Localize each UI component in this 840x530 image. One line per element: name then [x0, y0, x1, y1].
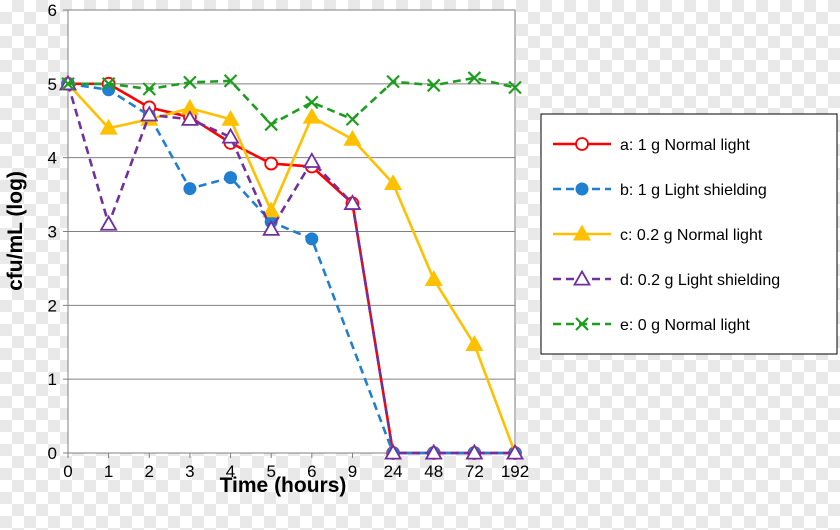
data-point [505, 443, 525, 460]
legend-items: a: 1 g Normal light b: 1 g Light shieldin… [553, 137, 780, 334]
data-point [183, 182, 197, 196]
x-tick-label: 3 [185, 462, 194, 481]
legend-item: e: 0 g Normal light [553, 317, 750, 334]
x-tick-label: 24 [384, 462, 403, 481]
legend-item: b: 1 g Light shielding [553, 182, 767, 199]
x-tick-label: 6 [307, 462, 316, 481]
x-axis-ticks: 0 1 2 3 4 5 6 9 24 48 72 192 [63, 453, 529, 481]
legend: a: 1 g Normal light b: 1 g Light shieldin… [540, 113, 838, 355]
legend-swatch-marker [575, 137, 589, 151]
legend-swatch-marker [575, 317, 589, 331]
x-tick-label: 0 [63, 462, 72, 481]
data-point [99, 118, 118, 135]
series-d [58, 74, 525, 460]
data-point [302, 107, 321, 124]
x-tick-label: 72 [465, 462, 484, 481]
data-point [264, 156, 279, 171]
y-tick-label: 5 [48, 75, 57, 94]
data-point [424, 443, 443, 460]
data-point [99, 214, 118, 231]
y-tick-label: 6 [48, 1, 57, 20]
series-line [68, 76, 516, 126]
data-point [465, 443, 484, 460]
data-point [262, 219, 281, 236]
series-e [61, 71, 522, 132]
data-point [426, 78, 441, 93]
legend-box [540, 113, 838, 355]
data-point [305, 232, 319, 246]
x-tick-label: 2 [145, 462, 154, 481]
data-point [384, 174, 403, 191]
legend-swatch-marker [572, 224, 592, 241]
series-layer [58, 71, 525, 460]
x-tick-label: 1 [104, 462, 113, 481]
legend-label: d: 0.2 g Light shielding [620, 272, 780, 289]
y-tick-label: 3 [48, 223, 57, 242]
data-point [305, 95, 319, 110]
y-tick-label: 2 [48, 296, 57, 315]
data-point [224, 171, 238, 185]
x-tick-label: 48 [424, 462, 443, 481]
y-tick-label: 1 [48, 370, 57, 389]
data-point [465, 335, 484, 351]
legend-label: a: 1 g Normal light [620, 137, 750, 154]
x-tick-label: 9 [348, 462, 357, 481]
legend-label: c: 0.2 g Normal light [620, 227, 763, 244]
legend-label: b: 1 g Light shielding [620, 182, 767, 199]
data-point [508, 80, 522, 95]
gridlines [68, 83, 515, 380]
data-point [262, 201, 281, 218]
legend-item: d: 0.2 g Light shielding [553, 269, 780, 289]
x-tick-label: 4 [226, 462, 235, 481]
data-point [424, 270, 443, 287]
data-point [221, 127, 240, 144]
x-tick-label: 5 [266, 462, 275, 481]
x-axis-title: Time (hours) [220, 474, 347, 497]
data-point [180, 109, 199, 126]
legend-label: e: 0 g Normal light [620, 317, 750, 334]
data-point [467, 71, 482, 85]
data-point [223, 74, 238, 88]
y-axis-ticks: 0 1 2 3 4 5 6 [48, 1, 68, 463]
legend-item: a: 1 g Normal light [553, 137, 750, 154]
data-point [183, 75, 197, 90]
data-point [61, 77, 75, 91]
x-tick-label: 192 [501, 462, 529, 481]
legend-swatch-marker [572, 269, 592, 286]
data-point [101, 77, 116, 91]
data-point [264, 117, 278, 132]
y-axis-title: cfu/mL (log) [4, 171, 27, 291]
data-point [345, 112, 360, 127]
legend-swatch-marker [575, 182, 589, 196]
y-tick-label: 4 [48, 149, 57, 168]
data-point [142, 82, 157, 96]
data-point [140, 105, 159, 122]
data-point [302, 152, 321, 168]
data-point [384, 443, 403, 460]
data-point [221, 109, 240, 126]
legend-item: c: 0.2 g Normal light [553, 224, 763, 244]
data-point [343, 129, 362, 146]
series-line [66, 83, 515, 455]
data-point [386, 74, 400, 89]
y-tick-label: 0 [48, 444, 57, 463]
data-point [343, 194, 362, 210]
